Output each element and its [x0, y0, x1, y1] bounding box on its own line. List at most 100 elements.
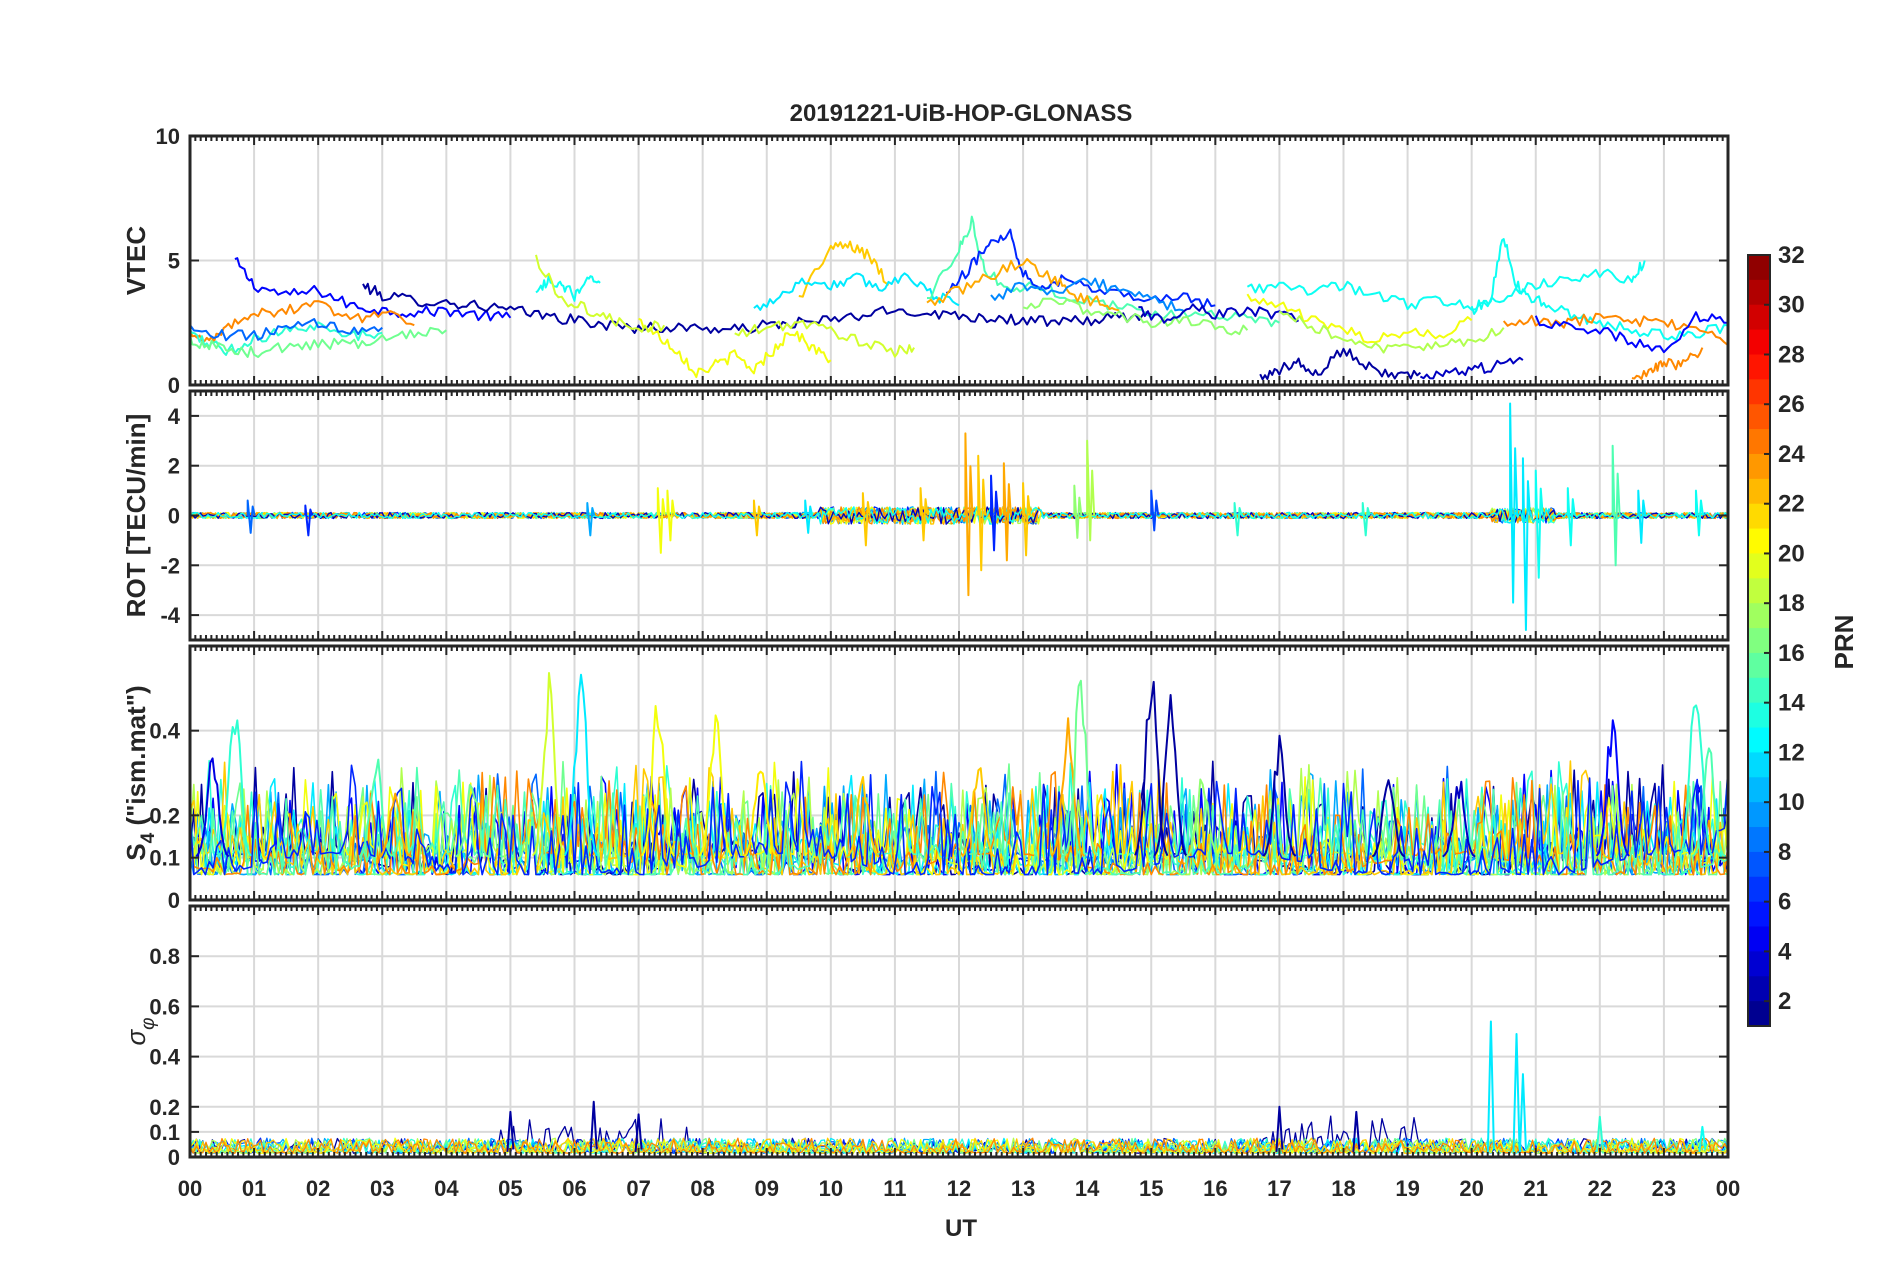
colorbar-segment — [1748, 503, 1770, 530]
series-line — [990, 277, 1184, 312]
series-line — [1534, 311, 1728, 354]
y-tick-label: -4 — [160, 603, 180, 628]
colorbar-segment — [1748, 802, 1770, 828]
tick-marks — [189, 646, 1729, 901]
s4-peak — [195, 757, 230, 858]
colorbar-segment — [1748, 429, 1770, 455]
colorbar-segment — [1748, 1001, 1770, 1027]
x-tick-label: 10 — [819, 1176, 843, 1201]
colorbar-frame — [1747, 254, 1771, 1027]
y-tick-label: 0.1 — [149, 846, 180, 871]
rot-spike — [1509, 402, 1519, 604]
x-axis-label: UT — [945, 1215, 977, 1242]
sigma-spike — [634, 1113, 643, 1153]
y-axis-label-rest: ("ism.mat") — [121, 685, 151, 832]
colorbar-tick-label: 10 — [1778, 789, 1805, 816]
y-tick-label: 0.4 — [149, 1045, 180, 1070]
x-tick-label: 17 — [1267, 1176, 1291, 1201]
s4-peak — [1595, 719, 1630, 857]
sigma-spike — [1698, 1125, 1707, 1153]
panel-vtec: 0 5 10 VTEC — [121, 124, 1730, 398]
x-tick-label: 06 — [562, 1176, 586, 1201]
rot-spike — [1637, 489, 1647, 544]
colorbar-segment — [1748, 951, 1770, 977]
x-tick-label: 09 — [755, 1176, 779, 1201]
x-tick-label: 02 — [306, 1176, 330, 1201]
rot-spike — [977, 454, 987, 572]
colorbar-segment — [1748, 478, 1770, 505]
rot-spike — [1694, 489, 1704, 537]
series-line — [1246, 293, 1473, 344]
series-line — [1259, 347, 1422, 381]
rot-spike — [656, 487, 666, 554]
sigma-spike — [1518, 1073, 1527, 1153]
colorbar-segment — [1748, 553, 1770, 579]
colorbar-segment — [1748, 354, 1770, 380]
rot-spike — [1521, 457, 1531, 632]
x-tick-label: 01 — [242, 1176, 266, 1201]
colorbar-segment — [1748, 603, 1770, 629]
series-line — [535, 254, 666, 333]
colorbar-segment — [1748, 304, 1770, 331]
colorbar-tick-label: 12 — [1778, 739, 1805, 766]
x-tick-label: 05 — [498, 1176, 522, 1201]
colorbar-tick-label: 20 — [1778, 540, 1805, 567]
s4-peak — [698, 714, 733, 857]
rot-spike — [1611, 444, 1621, 567]
colorbar-segment — [1748, 976, 1770, 1002]
rot-spike — [304, 504, 314, 537]
colorbar-tick-label: 4 — [1778, 938, 1792, 965]
series-line — [1470, 238, 1728, 341]
s4-peak — [1678, 704, 1714, 857]
series-line — [190, 318, 383, 342]
x-tick-label: 08 — [690, 1176, 714, 1201]
rot-spike — [919, 487, 929, 542]
tick-marks — [189, 135, 1729, 386]
y-tick-label: 0.1 — [149, 1120, 180, 1145]
colorbar-tick-label: 30 — [1778, 292, 1805, 319]
s4-peak — [1692, 747, 1726, 858]
x-tick-label: 11 — [883, 1176, 906, 1201]
series-line — [638, 317, 832, 379]
s4-peak — [1051, 717, 1085, 857]
colorbar-tick-label: 28 — [1778, 341, 1805, 368]
s4-peak — [563, 673, 599, 857]
sigma-spike — [1595, 1115, 1604, 1153]
rot-spike — [1002, 462, 1012, 562]
y-tick-label: 0.2 — [149, 1095, 180, 1120]
s4-peak — [531, 672, 566, 857]
x-tick-label: 07 — [626, 1176, 650, 1201]
s4-peak — [961, 767, 996, 858]
colorbar-segment — [1748, 255, 1770, 281]
colorbar-segment — [1748, 702, 1770, 729]
series-line — [190, 326, 447, 358]
sigma-spike — [1275, 1105, 1284, 1153]
colorbar-segment — [1748, 379, 1770, 405]
rot-spike — [804, 499, 814, 534]
colorbar-segment — [1748, 279, 1770, 306]
y-tick-label: 2 — [168, 454, 180, 479]
y-tick-label: 0.2 — [149, 803, 180, 828]
y-tick-label: -2 — [160, 553, 180, 578]
rot-spike — [246, 499, 256, 534]
colorbar-tick-label: 14 — [1778, 690, 1805, 717]
colorbar-segment — [1748, 329, 1770, 356]
y-tick-label: 0 — [168, 888, 180, 913]
sigma-spike — [1512, 1033, 1521, 1153]
rot-spike — [964, 432, 974, 597]
colorbar-tick-label: 16 — [1778, 640, 1805, 667]
y-axis-label: σφ — [121, 1017, 159, 1045]
colorbar-segment — [1748, 528, 1770, 555]
series-line — [1631, 347, 1704, 380]
y-tick-label: 0.4 — [149, 719, 180, 744]
s4-peak — [846, 776, 880, 858]
series-line — [734, 319, 915, 358]
x-tick-label: 18 — [1331, 1176, 1355, 1201]
colorbar-tick-label: 32 — [1778, 242, 1805, 269]
x-tick-labels: 00 01 02 03 04 05 06 07 08 09 10 11 12 13 14 15 16 17 18 19… — [178, 1176, 1740, 1201]
colorbar-tick-label: 6 — [1778, 889, 1791, 916]
s4-peak — [1442, 780, 1476, 858]
y-tick-label: 0.8 — [149, 944, 180, 969]
y-tick-label: 0 — [168, 504, 180, 529]
x-tick-label: 16 — [1203, 1176, 1227, 1201]
